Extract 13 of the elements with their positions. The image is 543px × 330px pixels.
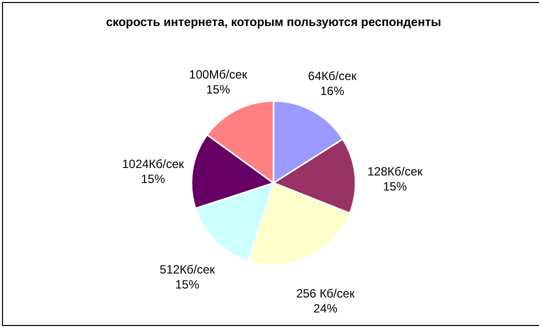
slice-label: 100Мб/сек — [189, 67, 248, 82]
data-label: 15% — [206, 82, 230, 96]
data-label: 24% — [313, 301, 338, 316]
data-label: 15% — [140, 172, 166, 186]
data-label: 15% — [175, 277, 200, 292]
slice-label: 1024Кб/сек — [122, 156, 185, 171]
slice-label: 64Кб/сек — [308, 69, 358, 84]
slice-label: 512Кб/сек — [160, 262, 216, 276]
slice-label: 128Кб/сек — [367, 164, 424, 179]
data-label: 15% — [382, 180, 408, 194]
slice-label: 256 Кб/сек — [296, 286, 356, 300]
data-label: 16% — [320, 84, 345, 98]
chart-title: скорость интернета, которым пользуются респонденты — [106, 15, 442, 29]
